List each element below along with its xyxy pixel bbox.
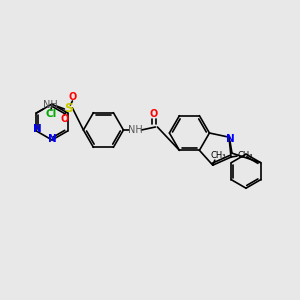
Text: CH₃: CH₃: [210, 151, 226, 160]
Text: O: O: [68, 92, 76, 102]
Text: N: N: [33, 124, 42, 134]
Text: NH: NH: [43, 100, 58, 110]
Text: N: N: [48, 134, 56, 144]
Text: Cl: Cl: [45, 109, 57, 119]
Text: O: O: [149, 109, 158, 119]
Text: CH₃: CH₃: [237, 151, 253, 160]
Text: S: S: [64, 101, 73, 115]
Text: NH: NH: [128, 125, 143, 135]
Text: O: O: [60, 114, 68, 124]
Text: N: N: [226, 134, 234, 144]
